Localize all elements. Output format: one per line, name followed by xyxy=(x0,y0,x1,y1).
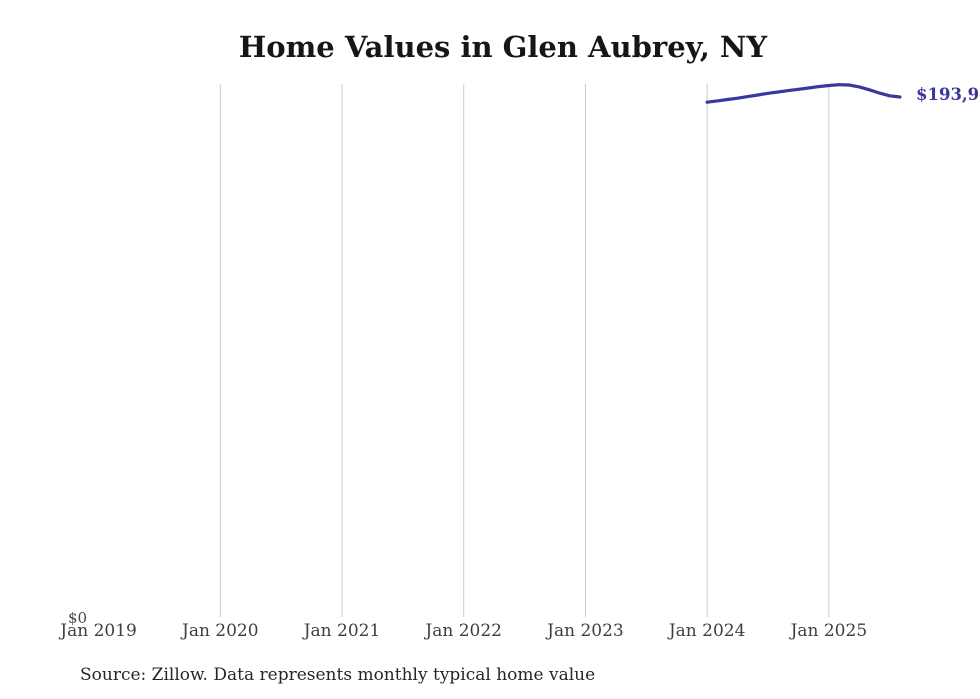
price-line xyxy=(705,83,902,104)
chart-title: Home Values in Glen Aubrey, NY xyxy=(238,30,768,64)
x-axis-label: Jan 2023 xyxy=(547,621,624,641)
x-axis-label: Jan 2020 xyxy=(182,621,259,641)
y-axis-zero-label: $0 xyxy=(68,609,88,627)
x-axis-label: Jan 2021 xyxy=(303,621,381,641)
x-axis-label: Jan 2024 xyxy=(668,621,746,641)
x-axis-label: Jan 2025 xyxy=(790,621,868,641)
latest-value-label: $193,944 xyxy=(916,85,980,104)
x-axis-label: Jan 2022 xyxy=(425,621,502,641)
source-note: Source: Zillow. Data represents monthly … xyxy=(80,665,596,685)
x-axis-label: Jan 2019 xyxy=(60,621,137,641)
